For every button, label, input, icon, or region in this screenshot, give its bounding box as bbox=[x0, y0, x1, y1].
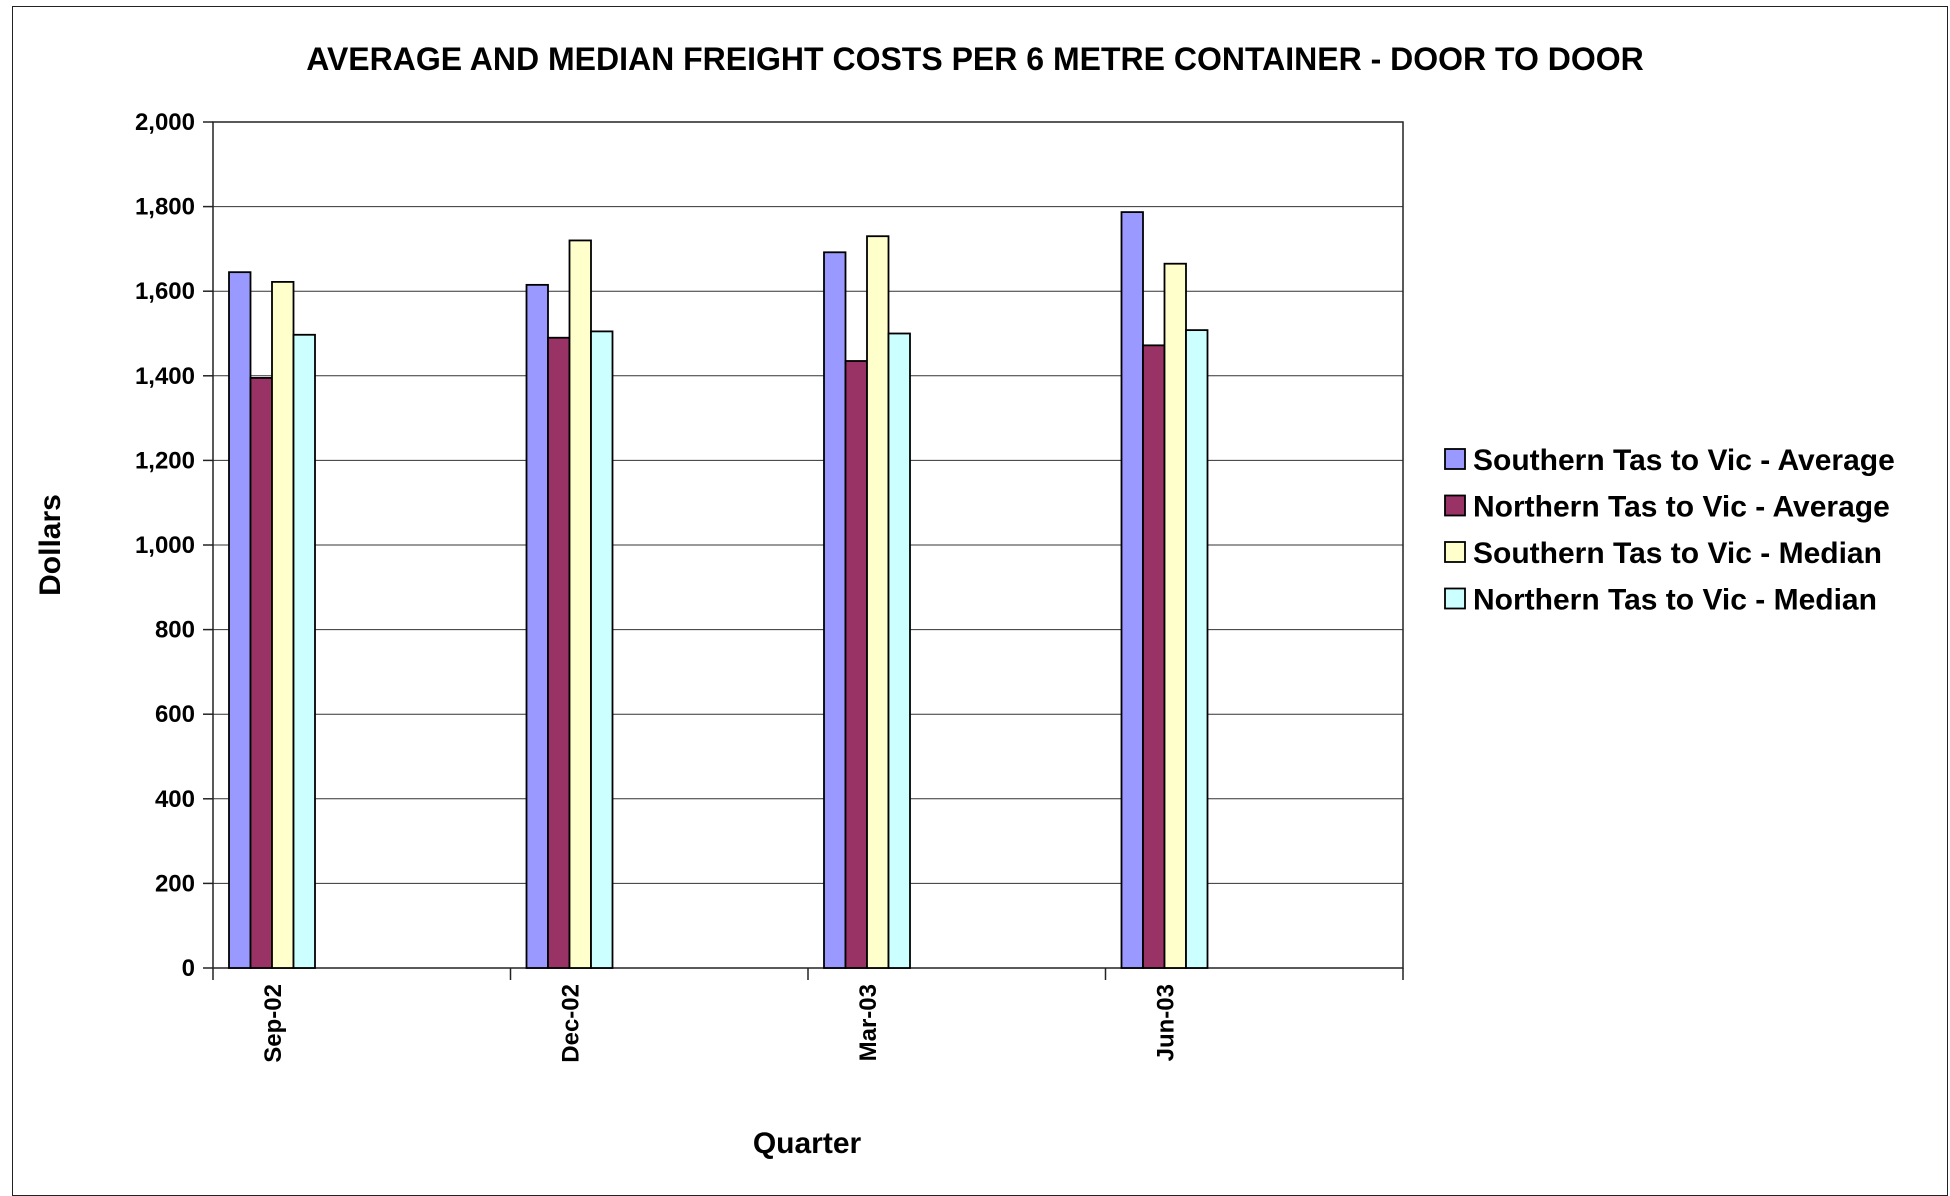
bar-jun-03-series-3 bbox=[1163, 262, 1187, 969]
legend-label: Southern Tas to Vic - Median bbox=[1473, 537, 1882, 570]
bar-sep-02-series-4 bbox=[292, 333, 316, 969]
gridlines bbox=[213, 206, 1403, 884]
legend-swatch bbox=[1444, 494, 1466, 517]
y-tick-label: 1,600 bbox=[135, 278, 195, 305]
x-axis-ticks: Sep-02 Dec-02 Mar-03 Jun-03 bbox=[212, 968, 1404, 1063]
chart-title: AVERAGE AND MEDIAN FREIGHT COSTS PER 6 M… bbox=[306, 41, 1644, 77]
legend-label: Southern Tas to Vic - Average bbox=[1473, 444, 1895, 477]
y-tick-label: 800 bbox=[155, 617, 195, 644]
legend-label: Northern Tas to Vic - Average bbox=[1473, 491, 1890, 524]
bar-sep-02-series-2 bbox=[249, 377, 273, 969]
bar-mar-03-series-2 bbox=[844, 360, 868, 969]
bar-mar-03-series-4 bbox=[887, 332, 911, 969]
y-tick-label: 200 bbox=[155, 870, 195, 897]
bar-jun-03-series-4 bbox=[1185, 329, 1209, 969]
bar-dec-02-series-1 bbox=[525, 283, 549, 969]
legend: Southern Tas to Vic - Average Northern Ta… bbox=[1444, 444, 1895, 617]
y-tick-label: 1,800 bbox=[135, 194, 195, 221]
bar-sep-02-series-1 bbox=[228, 271, 252, 969]
y-tick-label: 400 bbox=[155, 786, 195, 813]
bar-dec-02-series-2 bbox=[547, 336, 571, 969]
y-tick-label: 2,000 bbox=[135, 109, 195, 136]
bar-dec-02-series-4 bbox=[590, 330, 614, 969]
bar-mar-03-series-3 bbox=[866, 235, 890, 969]
y-axis-ticks: 0 200 400 600 800 1,000 1,200 1,400 1,600 1,800 2,… bbox=[135, 109, 213, 982]
y-tick-label: 1,200 bbox=[135, 447, 195, 474]
x-tick-label: Jun-03 bbox=[1153, 984, 1180, 1061]
y-tick-label: 600 bbox=[155, 701, 195, 728]
legend-swatch bbox=[1444, 448, 1466, 470]
y-tick-label: 1,400 bbox=[135, 363, 195, 390]
y-axis-title: Dollars bbox=[34, 494, 67, 596]
y-tick-label: 0 bbox=[182, 955, 195, 982]
x-tick-label: Sep-02 bbox=[260, 984, 287, 1063]
chart-frame bbox=[12, 6, 1948, 1196]
bar-dec-02-series-3 bbox=[568, 239, 592, 969]
bar-sep-02-series-3 bbox=[271, 280, 295, 969]
y-tick-label: 1,000 bbox=[135, 532, 195, 559]
x-tick-label: Mar-03 bbox=[855, 984, 882, 1061]
bars bbox=[228, 211, 1209, 969]
x-axis-title: Quarter bbox=[753, 1127, 862, 1160]
bar-mar-03-series-1 bbox=[823, 251, 847, 969]
legend-swatch bbox=[1444, 587, 1466, 610]
bar-jun-03-series-2 bbox=[1142, 344, 1166, 969]
legend-swatch bbox=[1444, 541, 1466, 563]
x-tick-label: Dec-02 bbox=[558, 984, 585, 1063]
bar-jun-03-series-1 bbox=[1120, 211, 1144, 969]
legend-label: Northern Tas to Vic - Median bbox=[1473, 584, 1877, 617]
